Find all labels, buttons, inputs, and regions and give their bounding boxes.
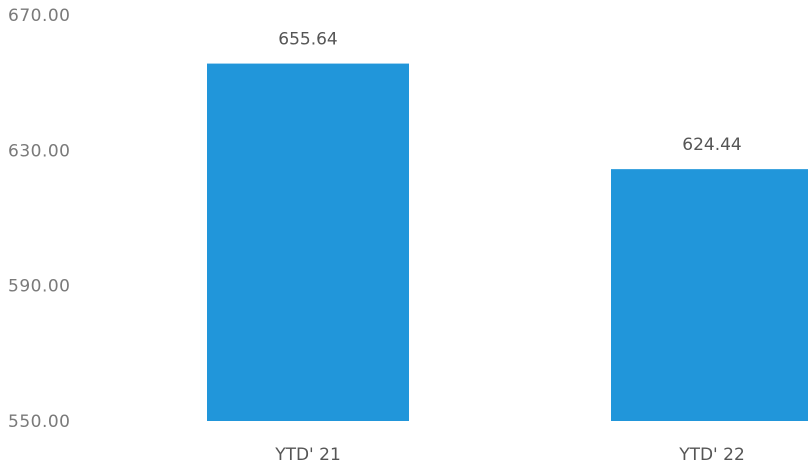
bars xyxy=(207,63,808,422)
x-tick-label: YTD' 21 xyxy=(274,445,341,465)
y-tick-label: 630.00 xyxy=(8,141,70,161)
data-label: 655.64 xyxy=(278,30,337,50)
y-tick-label: 670.00 xyxy=(8,6,70,26)
x-axis: YTD' 21 YTD' 22 xyxy=(274,445,745,465)
y-tick-label: 590.00 xyxy=(8,277,70,297)
value-labels: 655.64 624.44 xyxy=(278,30,741,156)
data-label: 624.44 xyxy=(682,135,741,155)
y-axis: 670.00 630.00 590.00 550.00 xyxy=(8,6,70,432)
bar xyxy=(611,169,808,421)
y-tick-label: 550.00 xyxy=(8,412,70,432)
bar xyxy=(207,63,409,422)
x-tick-label: YTD' 22 xyxy=(678,445,745,465)
